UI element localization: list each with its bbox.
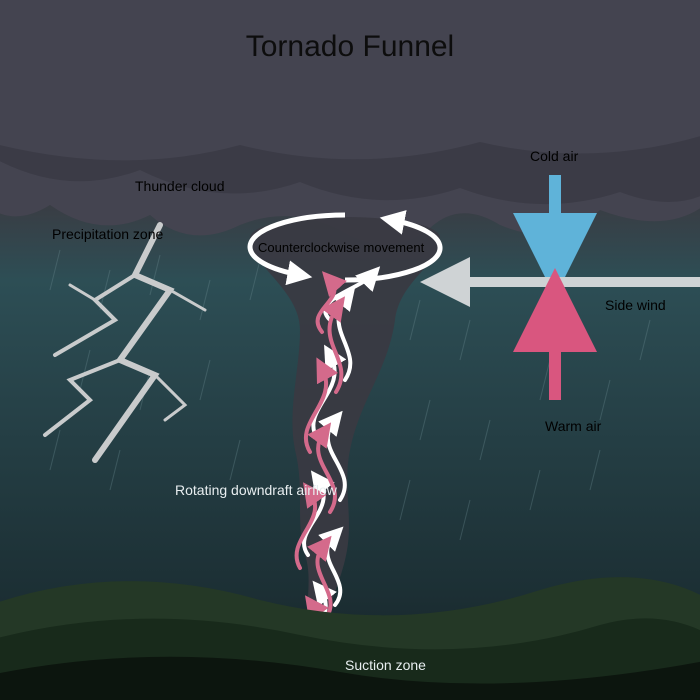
label-counterclockwise: Counterclockwise movement: [258, 240, 424, 255]
diagram-svg: [0, 0, 700, 700]
tornado-diagram: Tornado Funnel Thunder cloud Precipitati…: [0, 0, 700, 700]
label-rotating-downdraft: Rotating downdraft airflow: [175, 482, 337, 498]
label-precipitation-zone: Precipitation zone: [52, 226, 163, 242]
label-suction-zone: Suction zone: [345, 657, 426, 673]
label-side-wind: Side wind: [605, 297, 666, 313]
label-cold-air: Cold air: [530, 148, 578, 164]
page-title: Tornado Funnel: [0, 30, 700, 64]
label-warm-air: Warm air: [545, 418, 601, 434]
label-thunder-cloud: Thunder cloud: [135, 178, 225, 194]
